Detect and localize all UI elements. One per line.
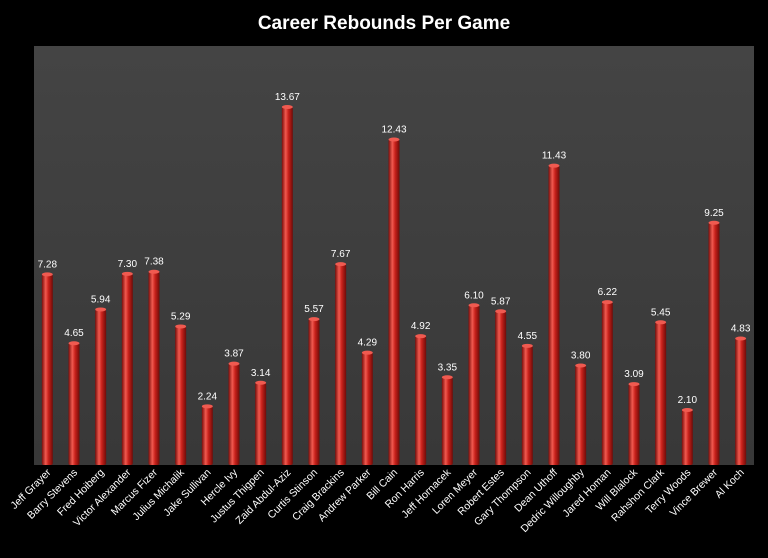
bar-0 — [41, 274, 53, 466]
bar-7 — [228, 363, 240, 465]
bar-26 — [735, 338, 747, 465]
bar-18 — [521, 345, 533, 465]
bar-cap-24 — [681, 408, 693, 413]
value-labels-group: 7.28 4.65 5.94 7.30 7.38 5.29 2.24 3.87 3.14 13.6… — [38, 92, 751, 406]
value-label-13: 12.43 — [381, 124, 406, 135]
value-label-24: 2.10 — [678, 395, 698, 406]
bar-cap-7 — [228, 361, 240, 366]
bar-12 — [361, 352, 373, 465]
bars-group — [41, 105, 747, 466]
bar-cap-8 — [255, 380, 267, 385]
bar-cap-18 — [521, 343, 533, 348]
value-label-2: 5.94 — [91, 294, 111, 305]
value-label-4: 7.38 — [144, 257, 164, 268]
bar-5 — [175, 326, 187, 465]
bar-cap-2 — [95, 307, 107, 312]
bar-25 — [708, 222, 720, 465]
bar-cap-10 — [308, 317, 320, 322]
bar-cap-16 — [468, 303, 480, 308]
bar-22 — [628, 384, 640, 465]
bar-cap-1 — [68, 341, 80, 346]
value-label-17: 5.87 — [491, 296, 511, 307]
bar-11 — [335, 264, 347, 465]
value-label-23: 5.45 — [651, 307, 671, 318]
value-label-14: 4.92 — [411, 321, 431, 332]
value-label-16: 6.10 — [464, 290, 484, 301]
bar-cap-14 — [415, 334, 427, 339]
value-label-0: 7.28 — [38, 259, 58, 270]
value-label-1: 4.65 — [64, 328, 84, 339]
bar-8 — [255, 382, 267, 465]
value-label-6: 2.24 — [198, 391, 218, 402]
bar-cap-0 — [41, 272, 53, 277]
value-label-11: 7.67 — [331, 249, 351, 260]
bar-1 — [68, 343, 80, 465]
bar-15 — [441, 377, 453, 465]
value-label-15: 3.35 — [438, 362, 458, 373]
bar-cap-4 — [148, 269, 160, 274]
bar-10 — [308, 319, 320, 465]
value-label-19: 11.43 — [542, 151, 567, 162]
value-label-22: 3.09 — [624, 369, 644, 380]
bar-24 — [681, 410, 693, 465]
value-label-3: 7.30 — [118, 259, 138, 270]
bar-cap-9 — [281, 105, 293, 110]
bar-cap-17 — [495, 309, 507, 314]
bar-cap-6 — [201, 404, 213, 409]
bar-cap-12 — [361, 350, 373, 355]
bar-cap-23 — [655, 320, 667, 325]
bar-cap-3 — [121, 271, 133, 276]
bar-4 — [148, 271, 160, 465]
value-label-5: 5.29 — [171, 311, 191, 322]
value-label-10: 5.57 — [304, 304, 324, 315]
bar-16 — [468, 305, 480, 465]
value-label-18: 4.55 — [518, 331, 538, 342]
bar-17 — [495, 311, 507, 465]
bar-cap-5 — [175, 324, 187, 329]
bar-cap-15 — [441, 375, 453, 380]
bar-cap-19 — [548, 163, 560, 168]
value-label-25: 9.25 — [704, 208, 724, 219]
value-label-20: 3.80 — [571, 350, 591, 361]
value-label-9: 13.67 — [275, 92, 300, 103]
bar-13 — [388, 139, 400, 466]
bar-9 — [281, 107, 293, 466]
bar-21 — [601, 302, 613, 465]
bar-20 — [575, 365, 587, 465]
bar-cap-22 — [628, 382, 640, 387]
bar-cap-26 — [735, 336, 747, 341]
bar-cap-11 — [335, 262, 347, 267]
bar-cap-21 — [601, 300, 613, 305]
value-label-26: 4.83 — [731, 324, 751, 335]
bar-cap-13 — [388, 137, 400, 142]
bar-cap-25 — [708, 220, 720, 225]
chart-title: Career Rebounds Per Game — [258, 13, 510, 34]
bar-2 — [95, 309, 107, 465]
value-label-7: 3.87 — [224, 349, 244, 360]
bar-cap-20 — [575, 363, 587, 368]
bar-14 — [415, 336, 427, 465]
bar-6 — [201, 406, 213, 465]
value-label-8: 3.14 — [251, 368, 271, 379]
bar-23 — [655, 322, 667, 465]
value-label-21: 6.22 — [598, 287, 618, 298]
bar-3 — [121, 273, 133, 465]
bar-19 — [548, 165, 560, 465]
value-label-12: 4.29 — [358, 338, 378, 349]
